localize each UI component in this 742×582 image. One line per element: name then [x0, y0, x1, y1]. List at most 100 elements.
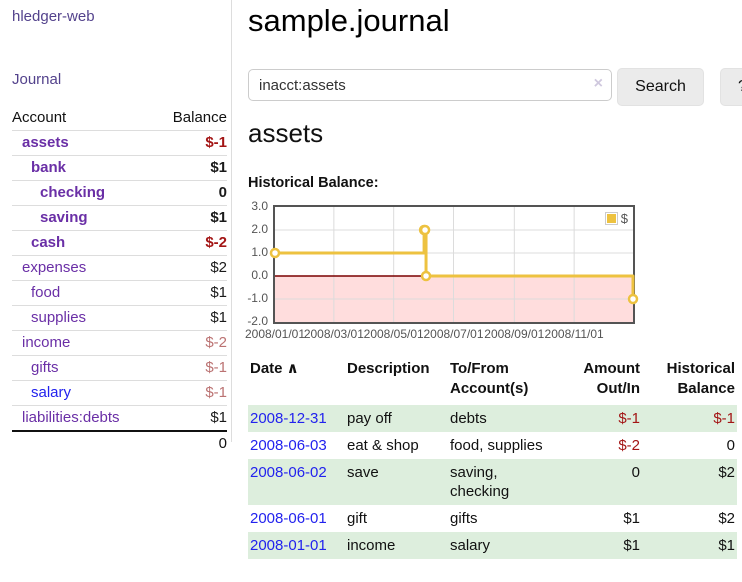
account-link-expenses[interactable]: expenses: [22, 259, 87, 276]
register-date-link[interactable]: 2008-01-01: [250, 537, 327, 554]
account-balance: $-1: [205, 359, 227, 376]
column-header-label: Amount Out/In: [583, 360, 640, 397]
main-content: sample.journal × Search ? assets Histori…: [245, 0, 742, 582]
search-form: × Search ?: [248, 68, 742, 106]
account-balance: $-1: [205, 384, 227, 401]
register-row: 2008-06-02 save saving, checking 0 $2: [248, 459, 737, 505]
sort-asc-icon: ∧: [282, 360, 299, 377]
register-table: Date ∧ Description To/From Account(s) Amoun…: [248, 356, 737, 559]
account-balance: $2: [210, 259, 227, 276]
register-row: 2008-06-03 eat & shop food, supplies $-2 0: [248, 432, 737, 459]
x-axis-tick: 2008/11/01: [544, 327, 604, 341]
register-balance: 0: [726, 437, 735, 454]
register-amount: $1: [623, 510, 640, 527]
accounts-table: Account Balance assets $-1 bank $1 checking 0…: [12, 106, 227, 456]
legend-label: $: [620, 211, 628, 226]
register-description: pay off: [347, 410, 392, 427]
register-date-cell: 2008-06-01: [248, 505, 345, 532]
clear-search-icon[interactable]: ×: [593, 75, 603, 92]
account-balance: $1: [210, 409, 227, 426]
chart-legend: $: [602, 210, 630, 227]
accounts-total-value: 0: [218, 435, 227, 452]
register-balance: $2: [718, 464, 735, 481]
register-row: 2008-12-31 pay off debts $-1 $-1: [248, 405, 737, 432]
x-axis-tick: 2008/01/01: [244, 327, 306, 341]
account-link-bank[interactable]: bank: [31, 159, 67, 176]
account-balance: $1: [210, 209, 227, 226]
column-header-date[interactable]: Date ∧: [248, 356, 345, 405]
account-link-checking[interactable]: checking: [40, 184, 106, 201]
x-axis-tick: 2008/05/01: [363, 327, 424, 341]
register-row: 2008-01-01 income salary $1 $1: [248, 532, 737, 559]
nav-journal-link[interactable]: Journal: [12, 71, 62, 88]
register-amount: $-2: [618, 437, 640, 454]
register-amount: 0: [631, 464, 640, 481]
account-row: assets $-1: [12, 130, 227, 155]
account-title: assets: [248, 118, 324, 148]
register-description: save: [347, 464, 379, 481]
register-description: income: [347, 537, 396, 554]
account-link-salary[interactable]: salary: [31, 384, 72, 401]
y-axis-tick: -1.0: [247, 291, 268, 305]
account-balance: $1: [210, 309, 227, 326]
account-link-saving[interactable]: saving: [40, 209, 88, 226]
search-button[interactable]: Search: [617, 68, 704, 106]
column-header-label: Historical Balance: [666, 360, 735, 397]
column-header-amount: Amount Out/In: [577, 356, 642, 405]
account-link-liabilities-debts[interactable]: liabilities:debts: [22, 409, 120, 426]
account-link-supplies[interactable]: supplies: [31, 309, 87, 326]
register-date-cell: 2008-06-03: [248, 432, 345, 459]
y-axis-tick: 3.0: [251, 199, 268, 213]
x-axis-tick: 2008/09/01: [484, 327, 545, 341]
y-axis-tick: 0.0: [251, 268, 268, 282]
register-balance: $1: [718, 537, 735, 554]
accounts-table-header: Account Balance: [12, 106, 227, 130]
register-date-link[interactable]: 2008-06-02: [250, 464, 327, 481]
account-row: bank $1: [12, 155, 227, 180]
register-date-link[interactable]: 2008-06-03: [250, 437, 327, 454]
register-date-cell: 2008-06-02: [248, 459, 345, 505]
column-header-label: Description: [347, 360, 430, 377]
register-amount: $1: [623, 537, 640, 554]
register-description: gift: [347, 510, 368, 527]
y-axis-tick: 2.0: [251, 222, 268, 236]
legend-swatch-icon: [604, 212, 618, 225]
help-button[interactable]: ?: [720, 68, 742, 106]
brand-link[interactable]: hledger-web: [12, 8, 95, 25]
register-row: 2008-06-01 gift gifts $1 $2: [248, 505, 737, 532]
account-balance: $1: [210, 284, 227, 301]
register-date-link[interactable]: 2008-12-31: [250, 410, 327, 427]
search-input[interactable]: [248, 69, 612, 101]
account-link-food[interactable]: food: [31, 284, 61, 301]
chart-title: Historical Balance:: [248, 175, 379, 191]
column-header-label: Date: [250, 360, 283, 377]
x-axis-tick: 2008/03/01: [303, 327, 364, 341]
column-header-label: To/From Account(s): [450, 360, 529, 397]
register-date-cell: 2008-01-01: [248, 532, 345, 559]
account-link-gifts[interactable]: gifts: [31, 359, 59, 376]
account-row: expenses $2: [12, 255, 227, 280]
register-accounts: salary: [450, 537, 491, 554]
register-accounts: saving, checking: [450, 464, 510, 500]
register-accounts: debts: [450, 410, 487, 427]
register-accounts: food, supplies: [450, 437, 543, 454]
account-link-cash[interactable]: cash: [31, 234, 66, 251]
column-header-to: To/From Account(s): [448, 356, 577, 405]
account-link-income[interactable]: income: [22, 334, 71, 351]
account-balance: $-2: [205, 234, 227, 251]
account-row: checking 0: [12, 180, 227, 205]
account-balance: $1: [210, 159, 227, 176]
account-row: food $1: [12, 280, 227, 305]
register-balance: $2: [718, 510, 735, 527]
y-axis-tick: -2.0: [247, 314, 268, 328]
account-row: gifts $-1: [12, 355, 227, 380]
accounts-header-balance: Balance: [172, 109, 227, 126]
accounts-header-account: Account: [12, 109, 67, 126]
register-description: eat & shop: [347, 437, 419, 454]
x-axis-tick: 2008/07/01: [423, 327, 484, 341]
account-balance: $-1: [205, 134, 227, 151]
account-link-assets[interactable]: assets: [22, 134, 69, 151]
register-date-link[interactable]: 2008-06-01: [250, 510, 327, 527]
column-header-description: Description: [345, 356, 448, 405]
sidebar: hledger-web Journal Account Balance asse…: [0, 0, 232, 452]
